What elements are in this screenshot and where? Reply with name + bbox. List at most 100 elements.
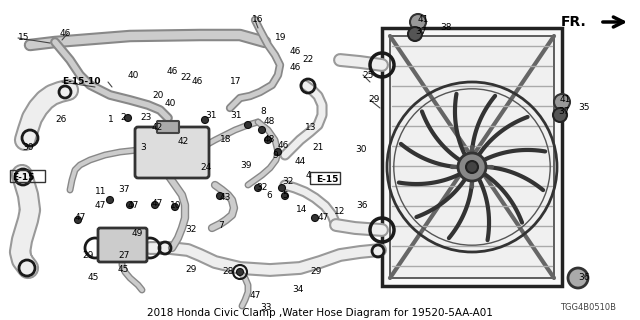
Text: 8: 8	[260, 108, 266, 116]
Text: 41: 41	[560, 95, 572, 105]
Text: 39: 39	[240, 161, 252, 170]
Text: 21: 21	[312, 143, 323, 153]
Text: 1: 1	[108, 116, 114, 124]
Text: 47: 47	[318, 213, 330, 222]
Text: 46: 46	[278, 140, 289, 149]
Text: 3: 3	[140, 143, 146, 153]
Circle shape	[255, 185, 262, 191]
Text: 36: 36	[356, 201, 367, 210]
Text: 45: 45	[118, 266, 129, 275]
Text: E-15-10: E-15-10	[62, 77, 100, 86]
Text: 49: 49	[132, 229, 143, 238]
Circle shape	[410, 14, 426, 30]
Text: 48: 48	[264, 117, 275, 126]
Circle shape	[278, 185, 285, 191]
Text: 2: 2	[120, 114, 125, 123]
Circle shape	[216, 193, 223, 199]
Text: 9: 9	[272, 150, 278, 159]
Circle shape	[554, 94, 570, 110]
Text: 48: 48	[264, 135, 275, 145]
Text: 19: 19	[275, 34, 287, 43]
Circle shape	[568, 268, 588, 288]
Text: 35: 35	[578, 103, 589, 113]
Text: 11: 11	[95, 188, 106, 196]
Text: 25: 25	[362, 70, 373, 79]
Text: 33: 33	[260, 303, 271, 313]
Text: 32: 32	[256, 183, 268, 193]
Text: TGG4B0510B: TGG4B0510B	[560, 303, 616, 313]
Text: 18: 18	[220, 135, 232, 145]
Circle shape	[202, 116, 209, 124]
Text: 40: 40	[128, 70, 140, 79]
Text: 31: 31	[230, 110, 241, 119]
Text: 29: 29	[185, 266, 196, 275]
Text: 23: 23	[140, 114, 152, 123]
Circle shape	[282, 193, 289, 199]
Text: 34: 34	[292, 285, 303, 294]
Text: 46: 46	[167, 68, 179, 76]
Text: 38: 38	[440, 23, 451, 33]
Text: E-15: E-15	[12, 173, 35, 182]
Text: 32: 32	[282, 178, 293, 187]
Bar	[390, 36, 554, 278]
Text: 46: 46	[60, 28, 72, 37]
Text: 12: 12	[334, 207, 346, 217]
Circle shape	[74, 217, 81, 223]
Text: 30: 30	[22, 143, 33, 153]
Text: 42: 42	[178, 138, 189, 147]
Text: 37: 37	[118, 186, 129, 195]
Circle shape	[458, 153, 486, 181]
Circle shape	[237, 268, 243, 276]
Text: 47: 47	[128, 202, 140, 211]
Text: E-15: E-15	[316, 175, 339, 185]
Text: 4: 4	[306, 171, 312, 180]
Text: FR.: FR.	[560, 15, 586, 29]
FancyBboxPatch shape	[157, 121, 179, 133]
Circle shape	[172, 204, 179, 211]
Circle shape	[275, 148, 282, 156]
Circle shape	[127, 202, 134, 209]
Circle shape	[259, 126, 266, 133]
Text: 47: 47	[250, 291, 261, 300]
Text: 6: 6	[266, 191, 272, 201]
Bar	[310, 172, 340, 184]
Bar	[382, 28, 562, 286]
Text: 32: 32	[185, 226, 196, 235]
Text: 24: 24	[200, 164, 211, 172]
Text: 40: 40	[165, 99, 177, 108]
Text: 46: 46	[192, 77, 204, 86]
Text: 47: 47	[75, 213, 86, 222]
Text: 42: 42	[152, 124, 163, 132]
Text: 29: 29	[82, 251, 93, 260]
Text: 46: 46	[290, 47, 301, 57]
Text: 17: 17	[230, 77, 241, 86]
Text: 29: 29	[368, 95, 380, 105]
Bar	[10, 170, 45, 182]
Text: 5: 5	[282, 191, 288, 201]
Text: 47: 47	[95, 201, 106, 210]
Circle shape	[264, 137, 271, 143]
Text: 10: 10	[170, 202, 182, 211]
Text: 15: 15	[18, 34, 29, 43]
Text: 7: 7	[218, 220, 224, 229]
Text: 43: 43	[220, 194, 232, 203]
Circle shape	[106, 196, 113, 204]
Text: 45: 45	[88, 274, 99, 283]
FancyBboxPatch shape	[98, 228, 147, 262]
FancyBboxPatch shape	[135, 127, 209, 178]
Text: 44: 44	[295, 157, 307, 166]
Text: 16: 16	[252, 15, 264, 25]
Circle shape	[408, 27, 422, 41]
Text: 2018 Honda Civic Clamp ,Water Hose Diagram for 19520-5AA-A01: 2018 Honda Civic Clamp ,Water Hose Diagr…	[147, 308, 493, 318]
Text: 29: 29	[310, 268, 321, 276]
Text: 20: 20	[152, 91, 163, 100]
Text: 22: 22	[180, 73, 191, 82]
Text: 37: 37	[558, 108, 570, 116]
Text: 27: 27	[118, 251, 129, 260]
Text: 36: 36	[578, 274, 589, 283]
Text: 30: 30	[355, 146, 367, 155]
Text: 47: 47	[152, 199, 163, 209]
Text: 26: 26	[55, 116, 67, 124]
Circle shape	[244, 122, 252, 129]
Text: 41: 41	[418, 15, 429, 25]
